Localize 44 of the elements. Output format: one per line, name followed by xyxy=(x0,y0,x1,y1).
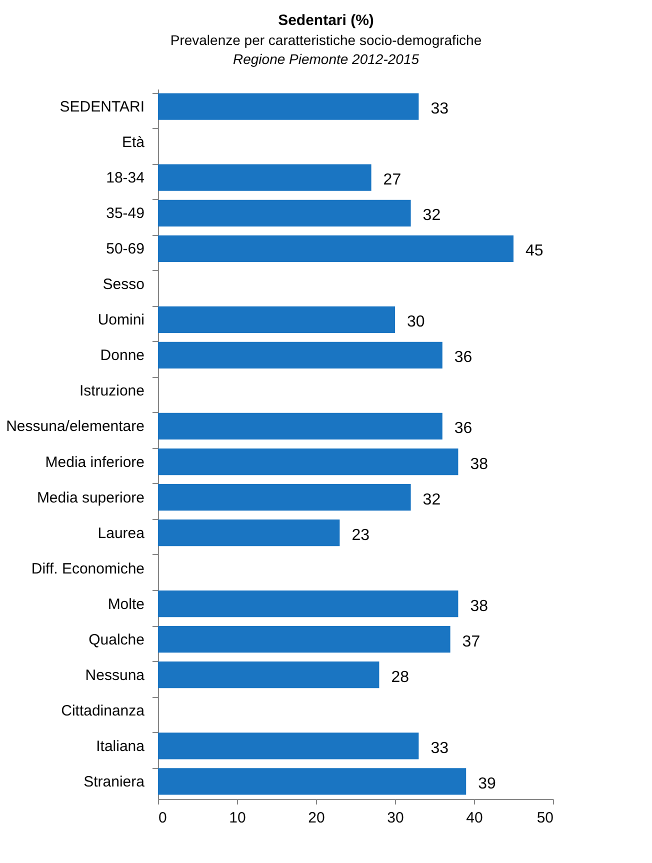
y-tick-label: Cittadinanza xyxy=(61,702,146,720)
chart-subtitle: Prevalenze per caratteristiche socio-demografiche xyxy=(169,32,483,48)
data-label: 36 xyxy=(454,420,472,438)
data-label: 33 xyxy=(430,100,449,118)
y-tick-label: Nessuna xyxy=(85,666,146,684)
data-label: 37 xyxy=(462,633,480,650)
data-label: 23 xyxy=(352,526,370,544)
y-tick-label: Sesso xyxy=(102,276,144,294)
y-tick-label: Istruzione xyxy=(79,382,144,400)
y-tick-label: SEDENTARI xyxy=(60,98,144,116)
y-tick-label: Media superiore xyxy=(36,489,144,506)
data-label: 45 xyxy=(526,242,544,260)
y-tick-label: Donne xyxy=(100,347,144,364)
data-label: 32 xyxy=(422,207,441,224)
data-label: 28 xyxy=(391,668,410,686)
y-tick-label: Qualche xyxy=(88,631,144,648)
y-tick-label: 18-34 xyxy=(106,170,144,187)
data-label: 33 xyxy=(430,740,449,757)
data-label: 30 xyxy=(407,314,425,331)
x-tick-label: 50 xyxy=(536,810,554,826)
y-tick-label: Molte xyxy=(108,596,144,613)
data-label: 38 xyxy=(470,598,488,615)
x-tick-label: 30 xyxy=(387,810,404,826)
x-tick-label: 0 xyxy=(158,810,167,826)
y-tick-label: Età xyxy=(122,134,146,152)
text: Regione Piemonte 2012-2015 xyxy=(232,51,420,67)
y-tick-label: Media inferiore xyxy=(45,454,144,471)
x-tick-label: 10 xyxy=(229,810,246,826)
y-tick-label: Italiana xyxy=(96,738,146,755)
y-tick-label: 50-69 xyxy=(106,240,144,258)
y-tick-label: Nessuna/elementare xyxy=(6,418,144,436)
y-tick-label: Laurea xyxy=(98,524,146,542)
data-label: 38 xyxy=(470,456,488,473)
data-label: 27 xyxy=(383,172,402,189)
data-label: 36 xyxy=(454,349,472,366)
data-label: 32 xyxy=(422,491,441,508)
x-tick-label: 40 xyxy=(466,810,483,826)
y-tick-label: Uomini xyxy=(98,312,144,329)
data-label: 39 xyxy=(478,775,496,792)
chart-title: Sedentari (%) xyxy=(277,12,375,29)
x-tick-label: 20 xyxy=(308,810,325,826)
y-tick-label: Straniera xyxy=(84,773,146,790)
y-tick-label: Diff. Economiche xyxy=(31,560,144,578)
y-tick-label: 35-49 xyxy=(106,205,144,222)
